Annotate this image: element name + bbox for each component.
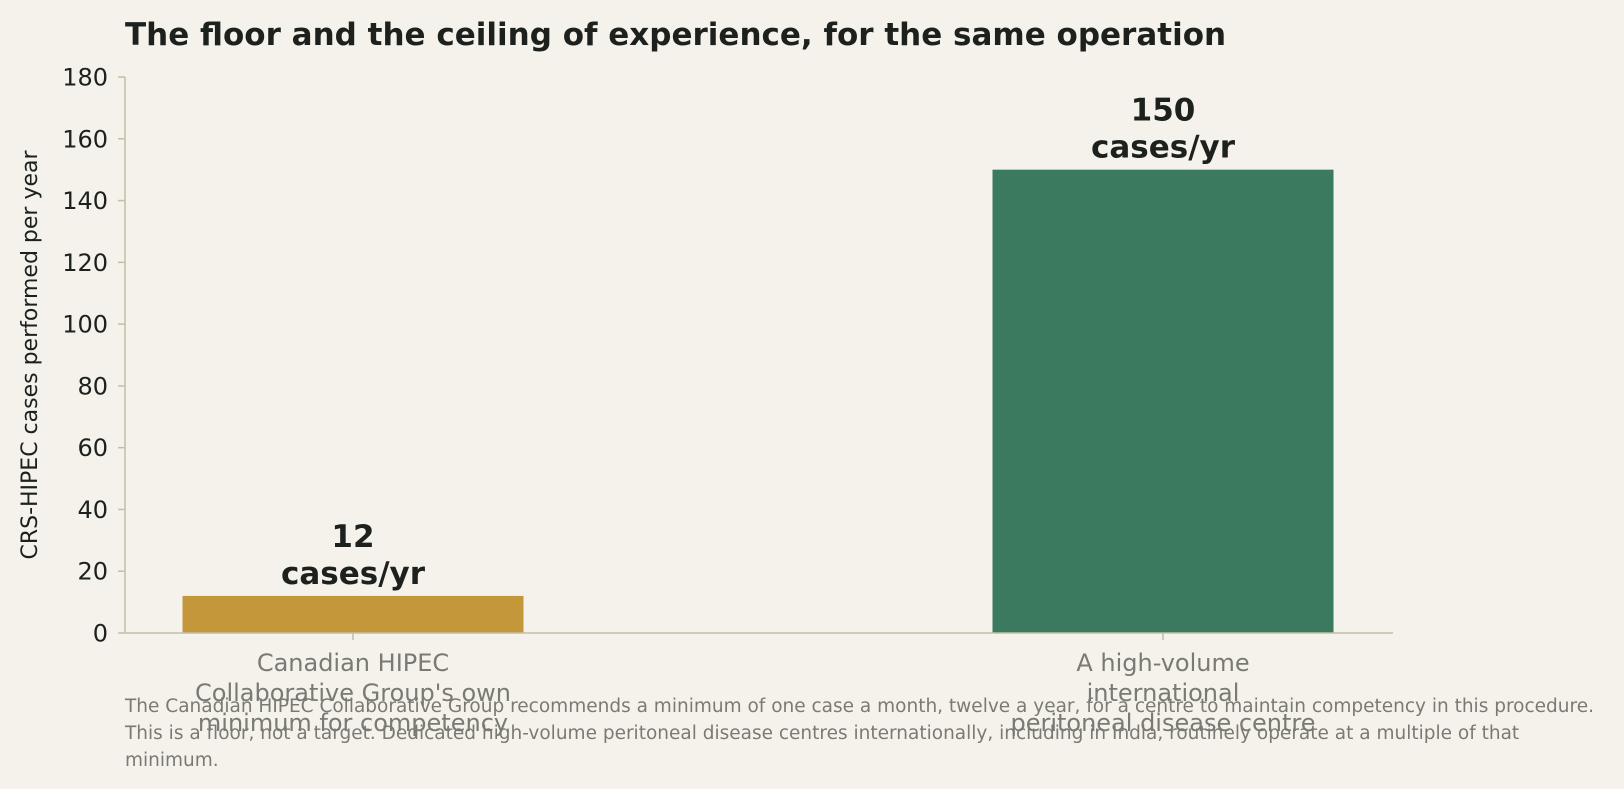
bar xyxy=(992,169,1334,633)
y-tick-label: 120 xyxy=(62,249,108,277)
footnote: The Canadian HIPEC Collaborative Group r… xyxy=(125,696,1594,771)
y-tick-label: 60 xyxy=(77,434,108,462)
x-tick-label: A high-volume xyxy=(1076,649,1249,677)
bar-value-label: cases/yr xyxy=(1091,130,1236,166)
x-tick-label: peritoneal disease centre xyxy=(1010,709,1315,737)
bar-value-label: 150 xyxy=(1131,93,1196,129)
y-tick-label: 160 xyxy=(62,125,108,153)
x-tick-label: minimum for competency xyxy=(198,709,508,737)
x-tick-label: Canadian HIPEC xyxy=(257,649,449,677)
y-tick-label: 80 xyxy=(77,372,108,400)
chart-title: The floor and the ceiling of experience,… xyxy=(125,17,1226,53)
bar-value-label: 12 xyxy=(331,519,374,555)
y-tick-label: 40 xyxy=(77,496,108,524)
y-axis-ticks: 0 20 40 60 80 100 120 140 160 180 xyxy=(62,64,125,648)
bar-value-label: cases/yr xyxy=(281,556,426,592)
x-tick-label: Collaborative Group's own xyxy=(195,679,511,707)
bars xyxy=(182,169,1334,633)
x-tick-label: international xyxy=(1087,679,1240,707)
y-tick-label: 140 xyxy=(62,187,108,215)
y-tick-label: 20 xyxy=(77,558,108,586)
y-tick-label: 100 xyxy=(62,311,108,339)
y-tick-label: 180 xyxy=(62,64,108,92)
y-tick-label: 0 xyxy=(93,620,108,648)
y-axis-label: CRS-HIPEC cases performed per year xyxy=(18,150,43,560)
bar xyxy=(182,595,524,633)
